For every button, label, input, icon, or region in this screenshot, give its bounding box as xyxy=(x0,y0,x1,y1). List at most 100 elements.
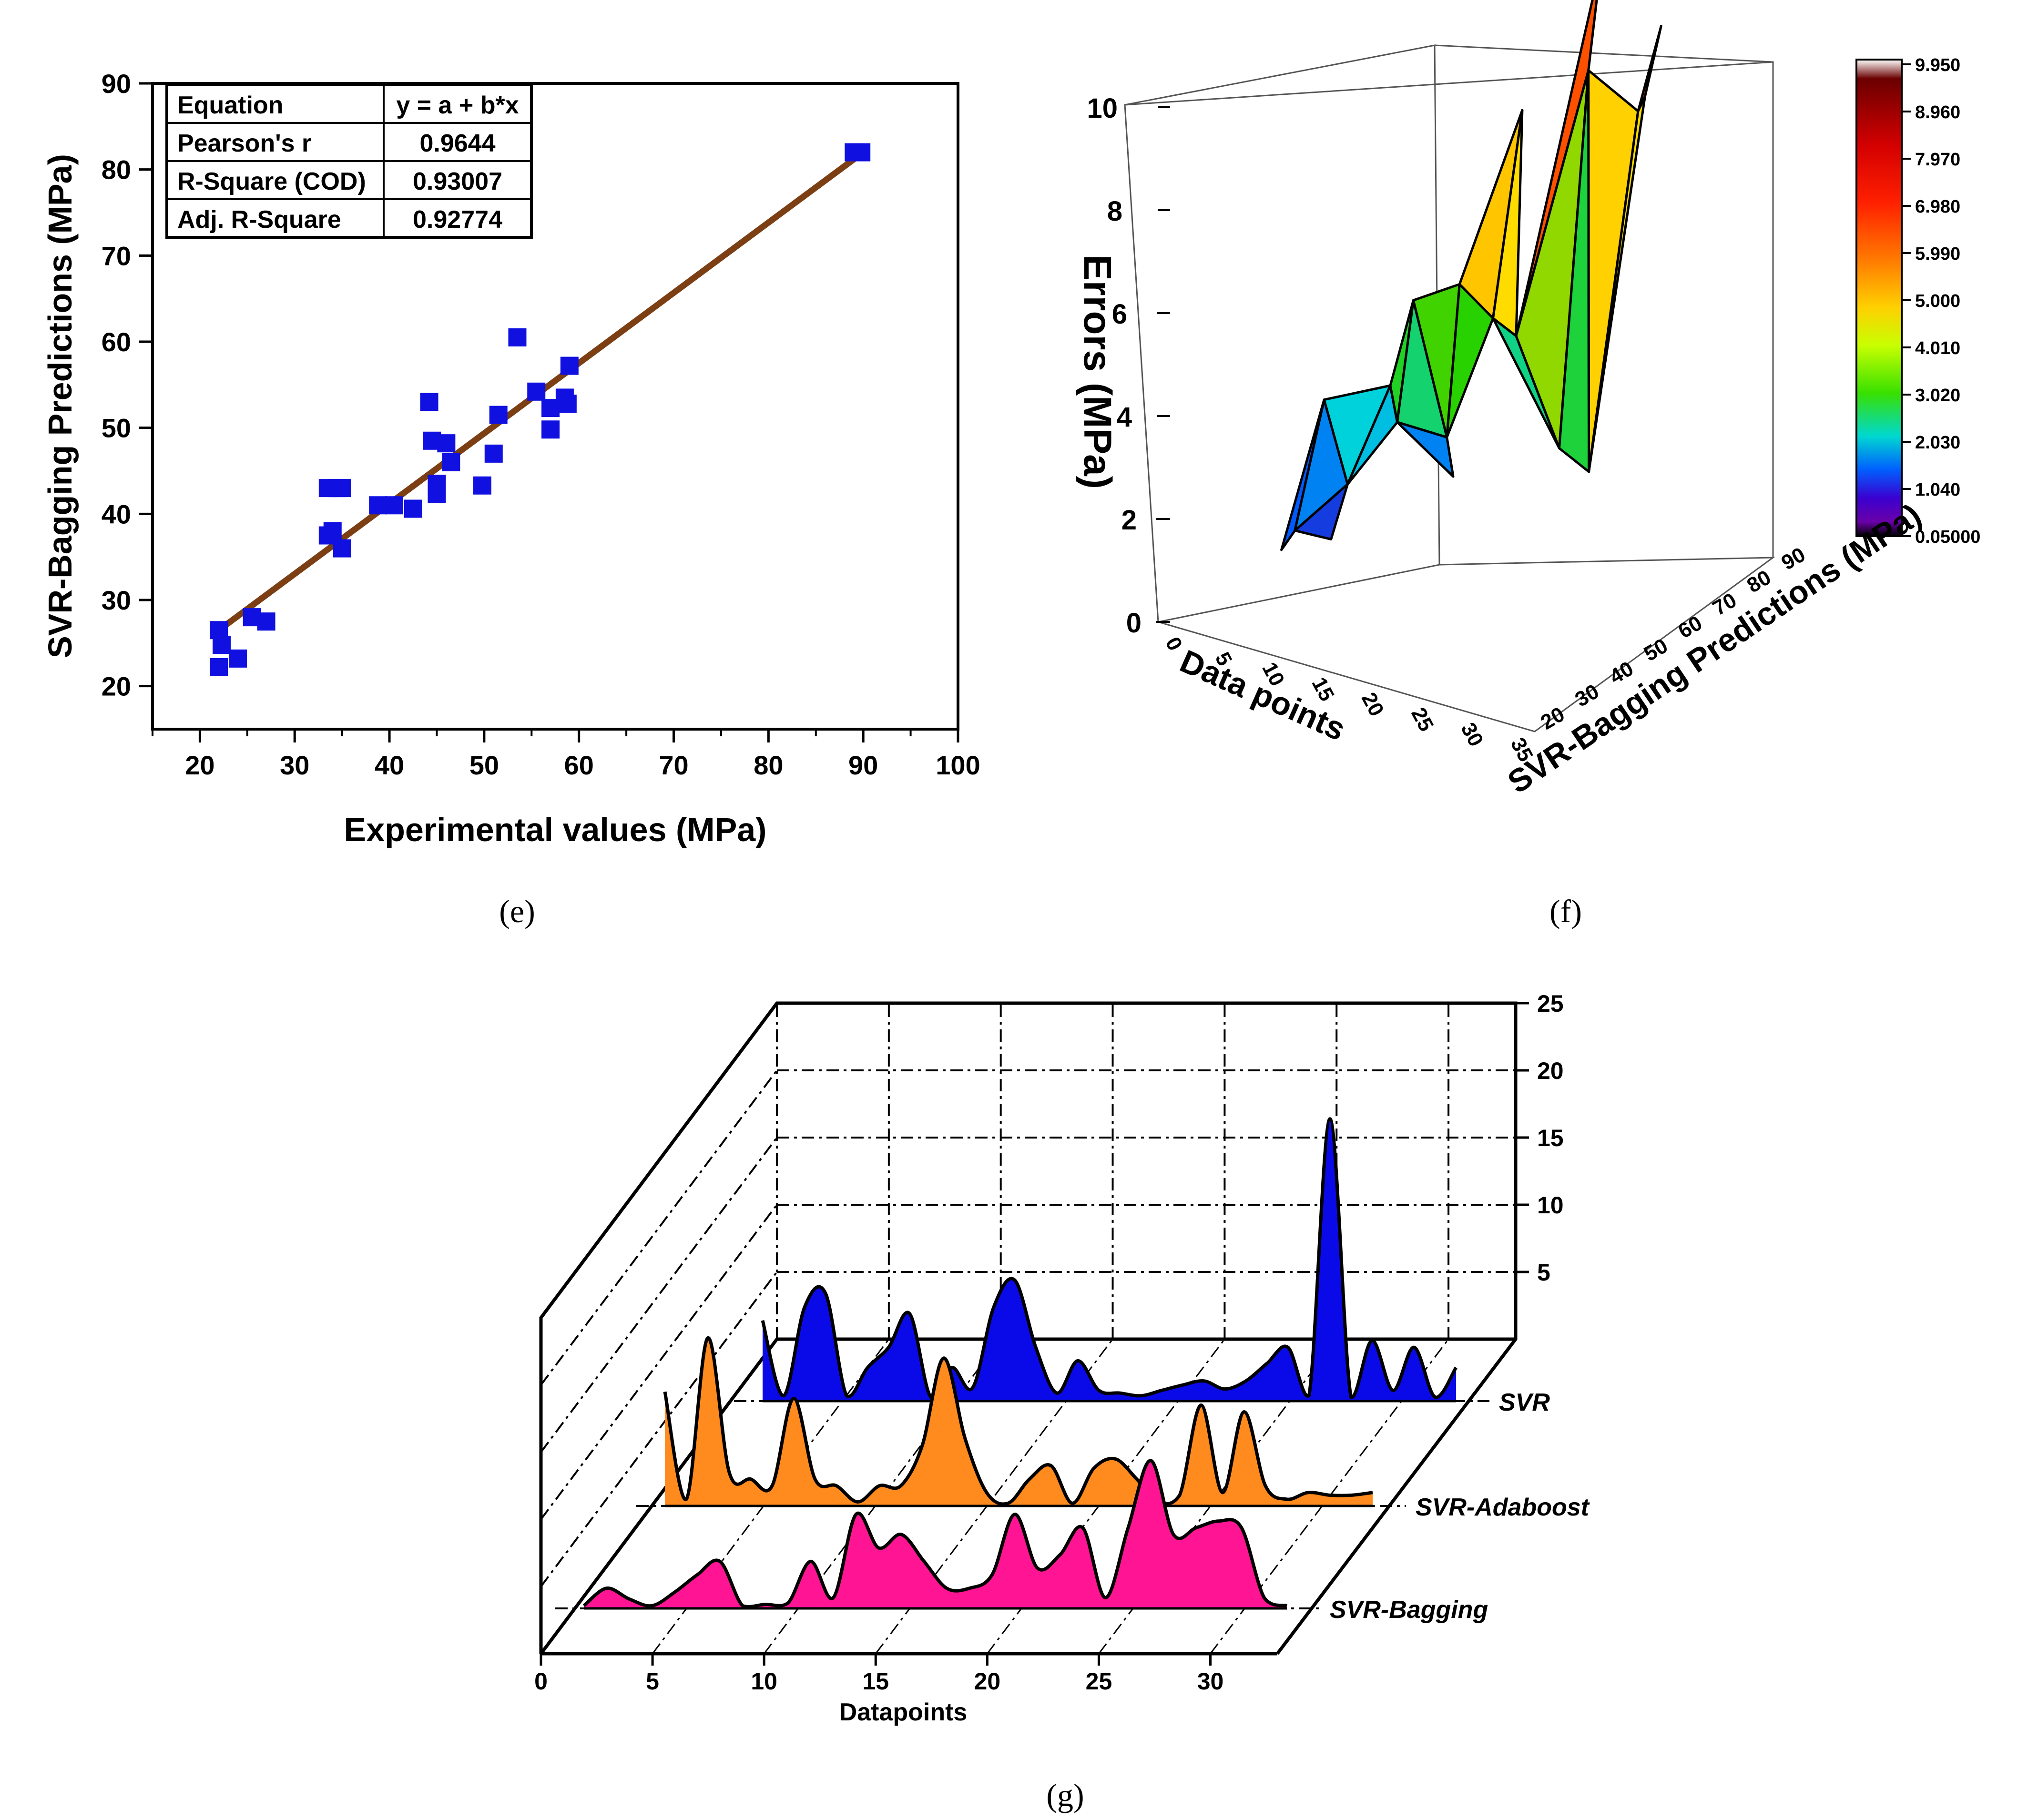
f-y-axis-label: SVR-Bagging Predictions (MPa) xyxy=(1501,497,1927,801)
e-x-axis-label: Experimental values (MPa) xyxy=(344,811,767,848)
e-y-tick-label: 30 xyxy=(102,585,131,615)
e-table-r0-label: Equation xyxy=(177,92,283,119)
f-colorbar-label: 7.970 xyxy=(1915,150,1960,170)
g-side-gridline xyxy=(540,1002,778,1319)
e-data-point xyxy=(558,395,577,413)
e-data-point xyxy=(541,420,560,439)
e-x-tick-label: 20 xyxy=(185,750,214,780)
e-table-r1-value: 0.9644 xyxy=(419,130,495,157)
g-x-tick-label: 5 xyxy=(646,1668,659,1695)
f-z-tick-label: 0 xyxy=(1126,608,1141,639)
f-colorbar-label: 3.020 xyxy=(1915,386,1960,406)
e-table-r0-value: y = a + b*x xyxy=(396,92,519,119)
g-z-tick-label: 10 xyxy=(1537,1192,1564,1219)
e-table-r2-value: 0.93007 xyxy=(413,168,502,195)
e-points-group xyxy=(210,143,871,676)
e-data-point xyxy=(257,612,275,631)
e-data-point xyxy=(228,649,247,668)
g-series-group: SVR SVR-Adaboost SVR-Bagging xyxy=(582,1117,1590,1624)
e-y-tick-label: 40 xyxy=(102,499,131,529)
e-x-tick-label: 70 xyxy=(659,750,688,780)
e-y-axis-label: SVR-Bagging Predictions (MPa) xyxy=(41,154,79,658)
f-colorbar-labels: 9.950 8.960 7.970 6.980 5.990 5.000 4.010 3.020… xyxy=(1902,55,1980,547)
g-floor-line xyxy=(652,1339,890,1654)
f-z-axis-label: Errors (MPa) xyxy=(1076,254,1119,489)
f-z-tick-label: 6 xyxy=(1112,299,1127,330)
f-z-tick-label: 8 xyxy=(1107,196,1122,227)
caption-e: (e) xyxy=(499,893,535,929)
g-x-tick-label: 20 xyxy=(974,1668,1001,1695)
e-ticks: 20 30 40 50 60 70 80 90 100 20 30 40 50 60 70 80 90 xyxy=(102,69,980,780)
e-table-r3-label: Adj. R-Square xyxy=(177,206,341,234)
f-colorbar xyxy=(1855,59,1903,537)
e-data-point xyxy=(473,476,491,495)
g-z-tick-label: 20 xyxy=(1537,1057,1564,1084)
e-data-point xyxy=(210,658,228,676)
e-data-point xyxy=(560,356,579,375)
g-x-tick-label: 15 xyxy=(862,1668,889,1695)
g-x-tick-label: 30 xyxy=(1197,1668,1224,1695)
e-data-point xyxy=(369,496,387,515)
e-data-point xyxy=(442,453,460,471)
f-z-tick-label: 2 xyxy=(1121,505,1137,536)
g-x-axis-label: Datapoints xyxy=(839,1698,968,1726)
g-series-label: SVR-Bagging xyxy=(1330,1596,1488,1624)
e-data-point xyxy=(852,143,871,162)
e-x-tick-label: 40 xyxy=(375,750,404,780)
g-series-label: SVR-Adaboost xyxy=(1416,1494,1590,1521)
g-side-gridline xyxy=(540,1069,778,1386)
g-side-gridline xyxy=(540,1271,778,1587)
e-plot-frame xyxy=(151,82,959,731)
g-series-outline xyxy=(582,1459,1288,1608)
e-data-point xyxy=(385,496,403,515)
f-z-tick-label: 10 xyxy=(1087,93,1118,124)
g-floor-line xyxy=(540,1339,778,1654)
e-data-point xyxy=(333,479,351,498)
e-y-tick-label: 80 xyxy=(102,155,131,185)
f-z-tick-label: 4 xyxy=(1117,402,1132,433)
f-colorbar-label: 8.960 xyxy=(1915,102,1960,122)
e-x-tick-label: 60 xyxy=(564,750,594,780)
f-colorbar-label: 5.000 xyxy=(1915,291,1960,311)
f-colorbar-label: 5.990 xyxy=(1915,244,1960,264)
f-surface-facet xyxy=(1294,483,1349,541)
f-x-tick-label: 20 xyxy=(1357,689,1388,720)
e-data-point xyxy=(420,393,438,411)
e-data-point xyxy=(489,406,508,424)
g-series-area xyxy=(665,1338,1373,1506)
f-colorbar-label: 0.05000 xyxy=(1915,527,1980,547)
g-x-tick-label: 0 xyxy=(534,1668,548,1695)
g-series-outline xyxy=(761,1117,1457,1399)
e-data-point xyxy=(213,635,231,654)
e-x-tick-label: 90 xyxy=(848,750,878,780)
g-side-gridline xyxy=(540,1137,778,1453)
e-data-point xyxy=(527,382,546,401)
f-x-tick-label: 0 xyxy=(1161,633,1187,655)
e-x-tick-label: 100 xyxy=(936,750,980,780)
panel-e-scatter: 20 30 40 50 60 70 80 90 100 20 30 40 50 60 70 80 90 Equa… xyxy=(41,69,980,929)
e-x-tick-label: 30 xyxy=(280,750,309,780)
g-series-area xyxy=(763,1118,1456,1401)
e-data-point xyxy=(323,522,342,540)
g-z-tick-label: 25 xyxy=(1537,990,1564,1017)
g-z-tick-label: 15 xyxy=(1537,1125,1564,1151)
e-y-tick-label: 90 xyxy=(102,69,131,99)
g-x-tick-label: 10 xyxy=(751,1668,777,1695)
e-y-tick-label: 70 xyxy=(102,241,131,271)
e-data-point xyxy=(428,475,446,493)
f-x-tick-label: 30 xyxy=(1456,719,1488,750)
e-table-r3-value: 0.92774 xyxy=(413,206,502,234)
e-x-tick-label: 50 xyxy=(469,750,499,780)
e-stats-table: Equation y = a + b*x Pearson's r 0.9644 … xyxy=(165,83,533,239)
e-y-tick-label: 60 xyxy=(102,327,131,357)
f-x-tick-label: 25 xyxy=(1406,704,1438,735)
f-surface-facet xyxy=(1637,24,1662,112)
e-data-point xyxy=(404,499,422,518)
g-side-gridline xyxy=(540,1204,778,1520)
e-data-point xyxy=(508,328,527,346)
e-table-r2-label: R-Square (COD) xyxy=(177,168,366,195)
f-colorbar-label: 2.030 xyxy=(1915,433,1960,453)
